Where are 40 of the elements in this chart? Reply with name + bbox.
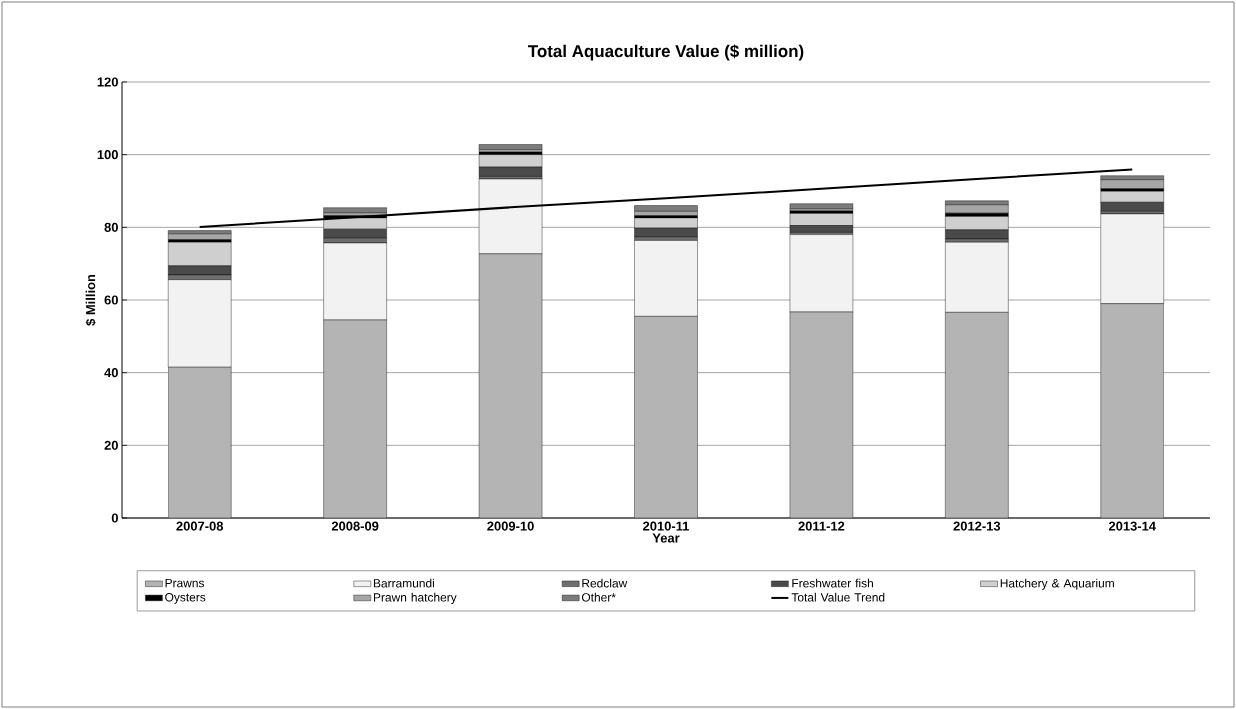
x-axis-title: Year [652,533,680,543]
x-tick-label: 2009-10 [487,521,534,531]
legend-label: Prawn hatchery [373,592,457,604]
legend-label: Oysters [165,593,206,604]
bar [789,311,854,518]
y-tick-label: 0 [111,513,118,523]
bar [168,367,232,518]
legend-label: Total Value Trend [791,592,885,602]
y-tick-label: 20 [104,440,118,450]
bar [789,203,854,209]
bar [634,316,698,518]
bar [1100,303,1164,518]
bar [168,233,232,240]
y-tick-label: 60 [104,295,118,305]
legend-label: Freshwater fish [792,578,873,588]
legend-label: Barramundi [373,578,434,588]
bar [478,253,543,518]
y-tick-label: 40 [104,368,118,378]
bar [323,207,387,213]
legend-label: Other* [581,592,616,602]
x-tick-label: 2011-12 [798,521,845,531]
bar [634,205,698,212]
chart-title: Total Aquaculture Value ($ million) [528,44,804,61]
legend-label: Prawns [165,578,205,588]
bar [945,204,1009,214]
legend-label: Redclaw [582,578,628,588]
bar [323,319,387,518]
x-tick-label: 2012-13 [953,521,1001,531]
legend-label: Hatchery & Aquarium [1000,578,1114,590]
x-tick-label: 2010-11 [643,521,690,531]
y-tick-label: 120 [97,77,118,87]
bar [1100,179,1164,190]
x-tick-label: 2008-09 [331,521,379,531]
bar [478,144,543,150]
y-tick-label: 100 [97,150,118,160]
y-axis-title: $ Million [85,274,97,326]
y-tick-label: 80 [104,222,118,232]
x-tick-label: 2007-08 [176,521,224,531]
x-tick-label: 2013-14 [1108,521,1156,531]
bar [945,312,1009,518]
